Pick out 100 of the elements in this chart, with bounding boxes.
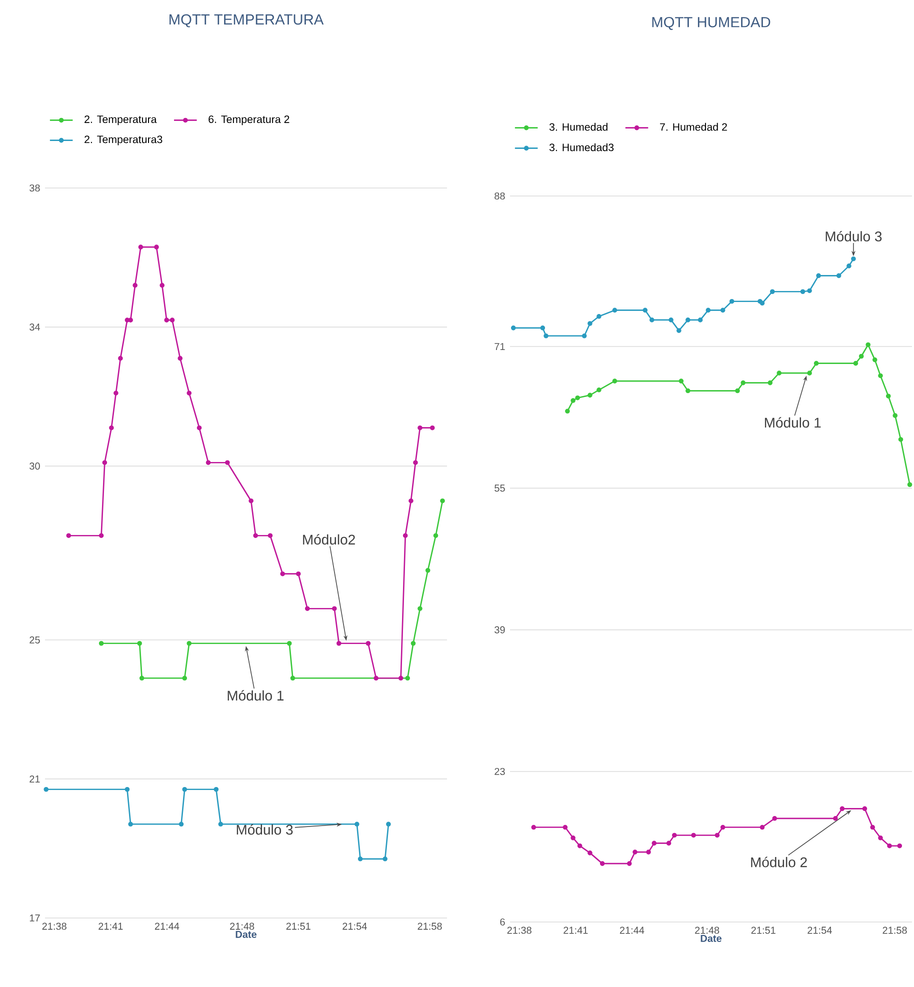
point — [170, 318, 175, 322]
x-tick-label: 21:48 — [695, 926, 720, 934]
point — [652, 840, 657, 846]
point — [410, 640, 416, 646]
y-tick-label: 17 — [30, 914, 40, 922]
point — [358, 856, 363, 862]
point — [280, 571, 286, 576]
point — [98, 533, 104, 538]
point — [132, 282, 138, 288]
y-tick-label: 21 — [30, 775, 40, 782]
point — [218, 822, 224, 827]
point — [44, 786, 49, 792]
x-tick-label: 21:58 — [418, 922, 442, 930]
point — [770, 289, 775, 294]
point — [666, 840, 672, 846]
point — [772, 816, 778, 821]
point — [413, 460, 418, 466]
y-tick-label: 6 — [500, 918, 505, 926]
point — [729, 298, 734, 304]
point — [418, 606, 422, 612]
point — [154, 244, 159, 250]
point — [405, 676, 410, 681]
point — [833, 816, 838, 821]
point — [253, 533, 258, 538]
x-tick-label: 21:41 — [98, 922, 123, 930]
point — [898, 437, 904, 442]
point — [214, 786, 219, 792]
point — [332, 606, 337, 612]
y-tick-label: 25 — [30, 636, 40, 644]
point — [398, 676, 404, 681]
y-tick-label: 23 — [494, 768, 505, 776]
point — [366, 640, 371, 646]
point — [382, 856, 388, 862]
point — [676, 328, 682, 333]
point — [872, 357, 878, 362]
legend-label: 3. Humedad — [549, 122, 608, 131]
point — [596, 314, 602, 319]
point — [582, 333, 587, 338]
point — [248, 498, 254, 504]
point — [510, 326, 516, 330]
point — [225, 460, 230, 466]
point — [887, 843, 892, 848]
point — [686, 318, 690, 322]
point — [374, 676, 378, 681]
point — [164, 318, 170, 322]
point — [600, 861, 605, 866]
annotation: Módulo 1 — [228, 690, 284, 701]
x-tick-label: 21:38 — [507, 926, 532, 934]
point — [408, 498, 414, 504]
point — [304, 606, 310, 612]
point — [268, 533, 273, 538]
point — [816, 273, 821, 278]
point — [575, 395, 580, 400]
point — [897, 843, 902, 848]
point — [160, 282, 165, 288]
point — [178, 822, 184, 827]
point — [691, 832, 696, 838]
x-tick-label: 21:51 — [751, 926, 776, 934]
point — [286, 640, 292, 646]
point — [128, 318, 133, 322]
x-tick-label: 21:54 — [342, 922, 367, 930]
point — [544, 333, 548, 338]
point — [740, 380, 746, 386]
point — [206, 460, 211, 466]
point — [720, 308, 726, 313]
x-tick-label: 21:48 — [230, 922, 254, 930]
point — [853, 360, 858, 366]
point — [768, 380, 773, 386]
point — [430, 425, 435, 430]
point — [646, 850, 651, 854]
point — [425, 568, 430, 573]
y-tick-label: 30 — [30, 462, 40, 470]
point — [735, 388, 740, 394]
point — [386, 822, 391, 827]
point — [626, 861, 632, 866]
x-tick-label: 21:38 — [42, 922, 66, 930]
point — [570, 835, 576, 840]
point — [686, 388, 690, 394]
point — [807, 370, 812, 376]
point — [596, 387, 602, 392]
point — [98, 640, 104, 646]
point — [182, 676, 188, 681]
annotation: Módulo2 — [303, 534, 355, 545]
point — [862, 806, 868, 812]
point — [418, 425, 422, 430]
point — [336, 640, 342, 646]
point — [588, 321, 592, 326]
annotation: Módulo 3 — [826, 230, 882, 242]
point — [124, 786, 130, 792]
point — [807, 288, 812, 294]
point — [672, 832, 677, 838]
x-tick-label: 21:44 — [154, 922, 180, 930]
legend-label: 3. Humedad3 — [549, 143, 614, 152]
annotation: Módulo 1 — [764, 417, 821, 428]
point — [698, 318, 703, 322]
y-tick-label: 55 — [494, 484, 505, 492]
chart-title: MQTT HUMEDAD — [652, 16, 770, 30]
point — [402, 533, 408, 538]
point — [178, 356, 183, 361]
point — [720, 824, 726, 830]
